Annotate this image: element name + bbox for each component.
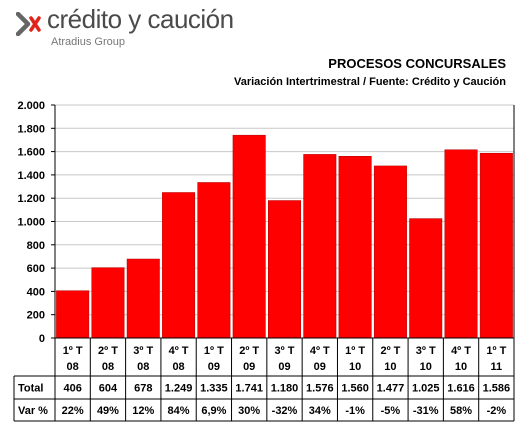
y-tick-label: 1.400 [17,170,45,182]
x-tick-label: 08 [102,361,114,373]
x-tick-label: 11 [491,361,503,373]
table-cell: 84% [168,405,190,417]
brand-name: crédito y caución [47,4,234,34]
x-tick-label: 10 [384,361,396,373]
bar [373,165,407,339]
bar [409,218,443,339]
logo-mark-icon [16,12,41,36]
table-cell: 678 [134,383,152,395]
x-tick-label: 1º T [63,345,83,357]
x-tick-label: 1º T [486,345,506,357]
x-tick-label: 4º T [310,345,330,357]
brand-logo: crédito y caución Atradius Group [16,4,256,50]
table-cell: 1.741 [235,383,263,395]
x-tick-label: 10 [420,361,432,373]
x-tick-label: 1º T [204,345,224,357]
x-tick-label: 3º T [275,345,295,357]
table-cell: -5% [381,405,401,417]
table-cell: 1.249 [165,383,193,395]
x-tick-label: 10 [455,361,467,373]
x-tick-label: 4º T [169,345,189,357]
y-tick-label: 400 [27,286,45,298]
bar [91,267,125,339]
chart-subtitle: Variación Intertrimestral / Fuente: Créd… [233,76,506,88]
bar [479,152,513,339]
x-tick-label: 09 [208,361,220,373]
table-cell: 49% [97,405,119,417]
table-cell: 58% [450,405,472,417]
bar [56,290,90,339]
table-row-label: Var % [18,405,48,417]
x-tick-label: 08 [172,361,184,373]
table-cell: 6,9% [201,405,226,417]
bar [197,182,231,339]
y-tick-label: 2.000 [17,100,45,112]
bar [268,200,301,339]
table-cell: -1% [345,405,365,417]
y-tick-label: 600 [27,263,45,275]
x-tick-label: 1º T [345,345,365,357]
x-tick-label: 2º T [98,345,118,357]
y-tick-label: 1.200 [17,193,45,205]
brand-group: Atradius Group [51,36,125,48]
table-cell: 604 [99,383,118,395]
y-tick-label: 1.800 [17,123,45,135]
bar [126,258,160,339]
x-tick-label: 09 [314,361,326,373]
bar [338,156,372,339]
y-tick-label: 800 [27,240,45,252]
y-tick-label: 1.000 [17,217,45,229]
bar [162,192,196,339]
x-tick-label: 08 [67,361,79,373]
table-cell: 34% [309,405,331,417]
x-tick-label: 3º T [133,345,153,357]
bar [444,149,478,339]
bar [232,134,266,339]
bar [303,154,337,339]
x-tick-label: 4º T [451,345,471,357]
table-cell: 12% [132,405,154,417]
table-cell: -2% [487,405,507,417]
table-cell: 22% [62,405,84,417]
table-row-label: Total [18,383,43,395]
table-cell: 1.180 [271,383,299,395]
x-tick-label: 09 [278,361,290,373]
x-tick-label: 2º T [239,345,259,357]
table-cell: 30% [238,405,260,417]
table-cell: 1.025 [412,383,440,395]
table-cell: -32% [272,405,298,417]
x-tick-label: 08 [137,361,149,373]
x-tick-label: 3º T [416,345,436,357]
table-cell: 1.477 [377,383,405,395]
table-cell: 1.616 [447,383,475,395]
table-cell: 1.576 [306,383,334,395]
y-tick-label: 1.600 [17,147,45,159]
table-cell: 1.586 [483,383,511,395]
table-cell: 406 [63,383,81,395]
x-tick-label: 09 [243,361,255,373]
y-tick-label: 0 [39,333,45,345]
table-cell: -31% [413,405,439,417]
table-cell: 1.335 [200,383,228,395]
table-cell: 1.560 [341,383,369,395]
x-tick-label: 2º T [380,345,400,357]
chart-title: PROCESOS CONCURSALES [328,56,506,71]
y-tick-label: 200 [27,310,45,322]
x-tick-label: 10 [349,361,361,373]
